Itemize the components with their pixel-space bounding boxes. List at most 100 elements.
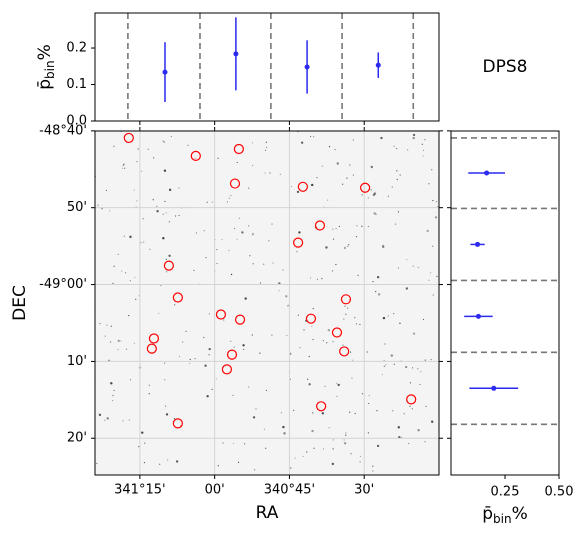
star-speck — [375, 291, 377, 293]
star-speck — [331, 270, 334, 272]
label-unit: % — [35, 44, 55, 60]
star-speck — [428, 183, 430, 185]
star-speck — [194, 358, 196, 360]
star-speck — [397, 426, 400, 429]
star-speck — [280, 412, 282, 414]
star-speck — [168, 221, 170, 223]
star-speck — [412, 136, 415, 140]
star-speck — [249, 255, 251, 257]
star-speck — [393, 313, 395, 315]
star-speck — [367, 225, 369, 228]
star-speck — [286, 334, 288, 337]
star-speck — [278, 282, 281, 285]
star-speck — [417, 428, 420, 432]
star-speck — [244, 297, 247, 300]
star-speck — [412, 332, 416, 335]
star-speck — [133, 342, 135, 344]
star-speck — [163, 141, 166, 143]
star-speck — [136, 200, 138, 202]
star-speck — [346, 177, 348, 179]
star-speck — [332, 228, 334, 230]
star-speck — [122, 167, 124, 169]
star-speck — [399, 174, 401, 176]
star-speck — [316, 278, 319, 280]
image-background — [95, 131, 439, 475]
star-speck — [349, 351, 352, 353]
star-speck — [336, 395, 338, 398]
star-speck — [361, 194, 363, 196]
star-speck — [208, 347, 211, 351]
star-speck — [283, 432, 286, 435]
star-speck — [321, 412, 325, 415]
star-speck — [335, 227, 337, 230]
star-speck — [316, 176, 318, 179]
star-speck — [215, 378, 217, 380]
star-speck — [156, 210, 159, 213]
star-speck — [182, 341, 184, 343]
star-speck — [252, 233, 254, 235]
star-speck — [97, 204, 99, 206]
y-tick-label: -48°40' — [39, 123, 87, 138]
star-speck — [361, 225, 363, 227]
star-speck — [238, 217, 240, 219]
star-speck — [168, 188, 172, 192]
star-speck — [129, 379, 132, 381]
star-speck — [158, 312, 160, 314]
data-point — [491, 385, 497, 391]
label-subscript: bin — [493, 512, 512, 526]
star-speck — [348, 244, 350, 246]
axis-label: p̄bin% — [482, 504, 528, 526]
star-speck — [233, 227, 236, 230]
star-speck — [241, 231, 244, 234]
star-speck — [208, 354, 210, 356]
star-speck — [394, 223, 397, 225]
y-tick-label: -49°00' — [39, 277, 87, 292]
star-speck — [384, 343, 386, 345]
star-speck — [206, 394, 209, 398]
star-speck — [417, 368, 419, 370]
star-speck — [297, 314, 299, 316]
star-speck — [211, 201, 213, 203]
star-speck — [113, 389, 115, 392]
star-speck — [278, 290, 280, 292]
plot-frame — [94, 130, 440, 476]
star-speck — [178, 214, 180, 217]
star-speck — [313, 447, 315, 449]
star-speck — [264, 149, 267, 151]
star-speck — [406, 259, 408, 261]
star-speck — [109, 210, 111, 212]
star-speck — [312, 412, 314, 414]
star-speck — [111, 399, 114, 402]
star-speck — [124, 167, 126, 169]
source-marker — [226, 349, 238, 360]
star-speck — [117, 339, 120, 343]
star-speck — [149, 248, 151, 250]
star-speck — [382, 316, 386, 320]
star-speck — [290, 185, 293, 188]
star-speck — [352, 139, 354, 141]
star-speck — [134, 276, 136, 279]
star-speck — [110, 325, 112, 327]
star-speck — [194, 157, 196, 159]
star-speck — [135, 298, 137, 300]
star-speck — [426, 229, 429, 233]
star-speck — [352, 174, 354, 176]
star-speck — [377, 293, 381, 296]
star-speck — [122, 164, 124, 166]
star-speck — [361, 393, 364, 395]
star-speck — [162, 237, 165, 240]
star-speck — [431, 420, 434, 423]
star-speck — [164, 379, 166, 381]
star-speck — [322, 340, 324, 342]
star-speck — [168, 254, 171, 257]
star-speck — [136, 161, 138, 163]
star-speck — [203, 230, 205, 232]
source-marker — [360, 182, 371, 193]
star-speck — [122, 420, 124, 422]
star-speck — [96, 462, 98, 464]
star-speck — [372, 193, 376, 197]
star-speck — [217, 465, 219, 467]
star-speck — [140, 170, 143, 172]
star-speck — [252, 416, 256, 419]
